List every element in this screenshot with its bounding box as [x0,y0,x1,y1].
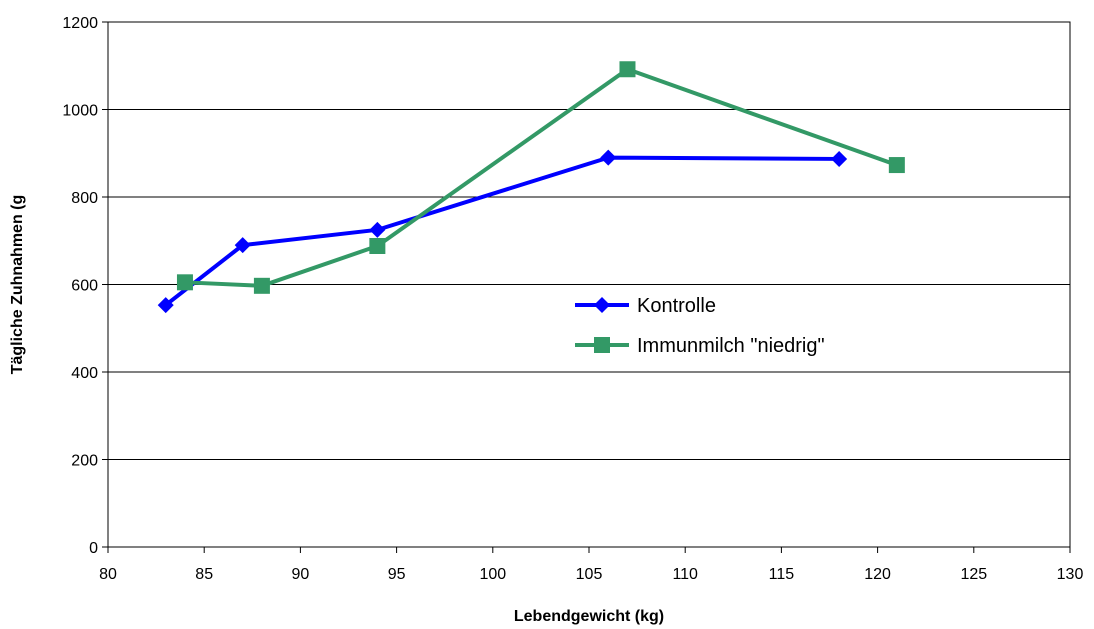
y-tick-label: 200 [71,453,98,470]
x-axis: 80 85 90 95 100 105 110 115 120 125 130 [99,547,1083,583]
legend: Kontrolle Immunmilch "niedrig" [575,295,825,357]
x-tick-label: 120 [864,566,891,583]
data-point [600,149,617,166]
x-tick-label: 125 [960,566,987,583]
y-tick-label: 0 [89,540,98,557]
data-point [253,277,270,294]
gridlines [108,21,1070,460]
x-tick-label: 130 [1057,566,1084,583]
y-tick-label: 800 [71,190,98,207]
x-tick-label: 100 [479,566,506,583]
legend-item: Immunmilch "niedrig" [575,335,825,357]
series-1 [176,61,905,294]
data-point [619,61,636,78]
legend-item: Kontrolle [575,295,716,317]
legend-label: Kontrolle [637,295,716,317]
y-tick-label: 1200 [62,15,98,32]
series-0 [157,149,848,314]
legend-marker [594,297,610,313]
series-layer [157,61,905,314]
data-point [157,297,174,314]
x-tick-label: 105 [576,566,603,583]
y-tick-label: 600 [71,278,98,295]
x-axis-title: Lebendgewicht (kg) [514,608,664,625]
data-point [369,238,386,254]
y-tick-label: 400 [71,365,98,382]
y-axis: 0 200 400 600 800 1000 1200 [62,15,108,557]
data-point [176,274,193,291]
data-point [888,157,905,174]
x-tick-label: 80 [99,566,117,583]
x-tick-label: 95 [388,566,406,583]
y-axis-title: Tägliche Zuhnahmen (g [9,195,26,375]
data-point [234,237,251,254]
x-tick-label: 90 [292,566,310,583]
y-tick-label: 1000 [62,103,98,120]
data-point [831,150,848,167]
legend-label: Immunmilch "niedrig" [637,335,825,357]
data-point [369,221,386,238]
x-tick-label: 85 [195,566,213,583]
legend-marker [594,337,610,353]
x-tick-label: 110 [672,566,698,583]
x-tick-label: 115 [769,566,795,583]
